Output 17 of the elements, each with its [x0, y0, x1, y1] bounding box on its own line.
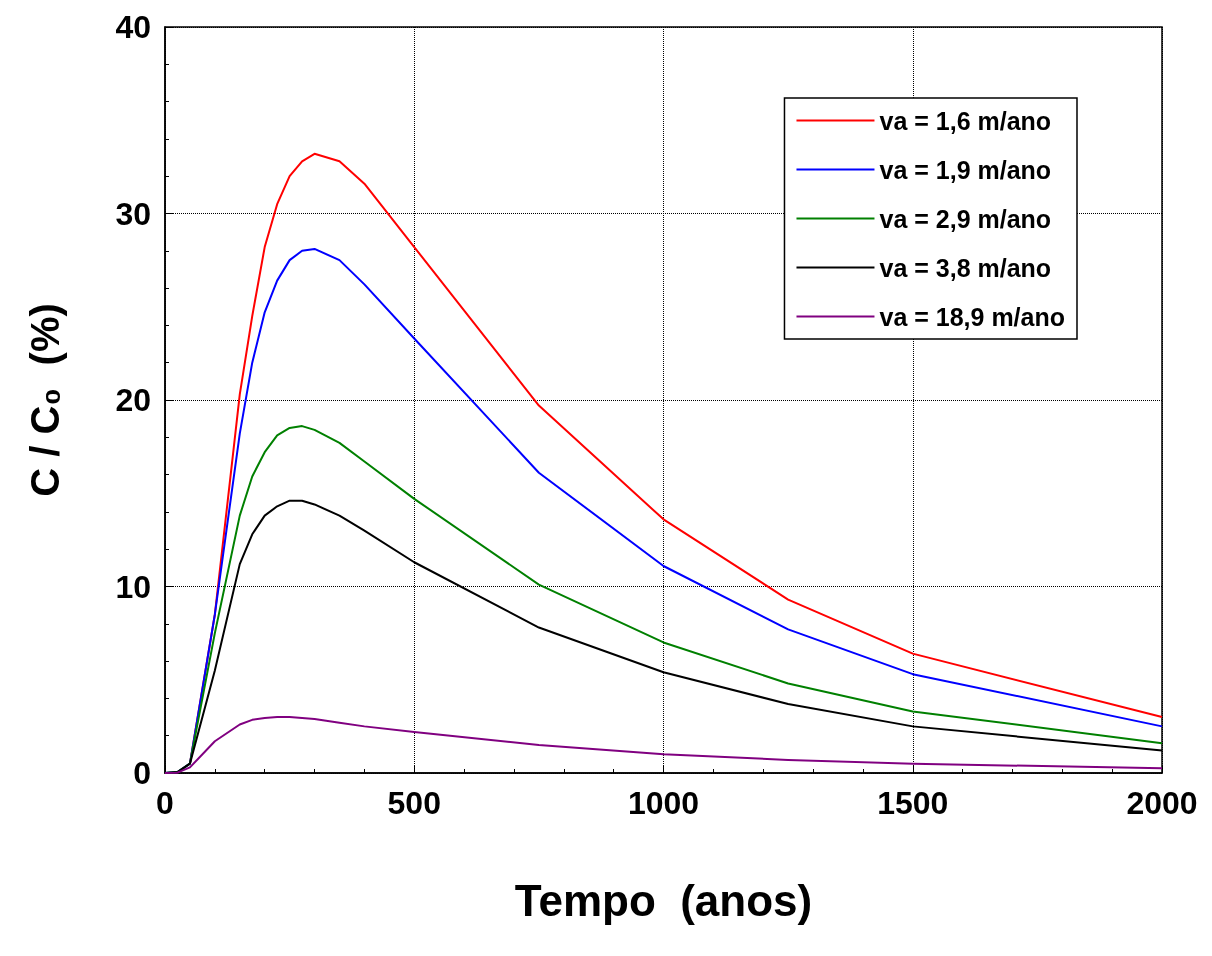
legend-label: va = 1,9 m/ano	[879, 155, 1052, 184]
x-tick-label: 0	[156, 785, 174, 821]
x-tick-label: 2000	[1126, 785, 1198, 821]
legend-label: va = 2,9 m/ano	[879, 204, 1052, 233]
x-tick-label: 1500	[877, 785, 949, 821]
x-axis-title: Tempo (anos)	[514, 875, 813, 925]
x-tick-label: 500	[387, 785, 441, 821]
legend-label: va = 3,8 m/ano	[879, 253, 1052, 282]
y-tick-label: 30	[115, 195, 151, 232]
y-tick-label: 20	[115, 382, 151, 418]
x-tick-label: 1000	[627, 785, 700, 821]
y-tick-label: 10	[115, 568, 151, 605]
legend-label: va = 18,9 m/ano	[879, 302, 1066, 331]
y-tick-label: 40	[115, 9, 151, 45]
legend-label: va = 1,6 m/ano	[879, 106, 1052, 135]
y-axis-title: C / C₀ (%)	[23, 303, 67, 497]
y-tick-label: 0	[133, 755, 151, 791]
